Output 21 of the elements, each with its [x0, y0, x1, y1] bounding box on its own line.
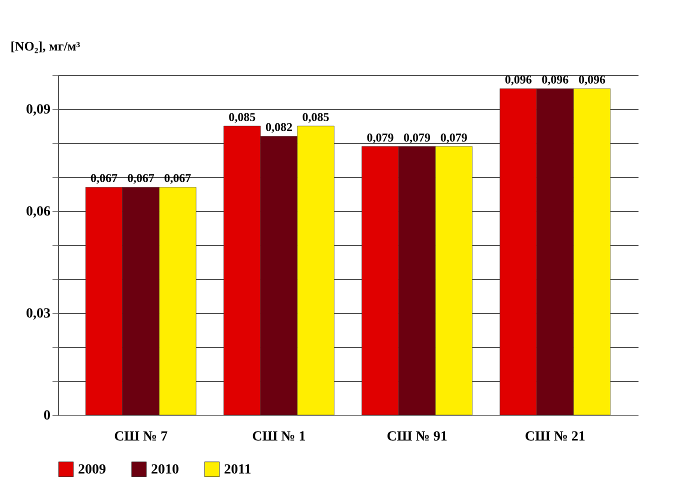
y-tick-label: 0,06	[26, 204, 50, 220]
data-label: 0,096	[542, 72, 569, 87]
data-label: 0,085	[302, 110, 330, 124]
y-tick-label: 0,09	[26, 102, 50, 118]
x-tick-label: СШ № 7	[114, 430, 168, 444]
x-tick-label: СШ № 21	[524, 430, 586, 444]
y-tick-label: 0,03	[26, 306, 50, 322]
legend-label: 2011	[224, 462, 252, 478]
data-label: 0,079	[404, 130, 431, 144]
data-label: 0,079	[366, 130, 394, 144]
data-label: 0,096	[504, 72, 532, 87]
y-tick-label: 0	[44, 408, 50, 424]
x-tick-label: СШ № 91	[386, 430, 448, 444]
legend-label: 2009	[78, 462, 106, 478]
data-label: 0,079	[440, 130, 468, 144]
data-label: 0,085	[228, 110, 256, 124]
legend-label: 2010	[151, 462, 179, 478]
y-axis-title: [NO₂], мг/м³	[10, 38, 80, 54]
data-label: 0,096	[578, 72, 606, 87]
data-label: 0,082	[265, 120, 292, 134]
x-tick-label: СШ № 1	[252, 430, 306, 444]
